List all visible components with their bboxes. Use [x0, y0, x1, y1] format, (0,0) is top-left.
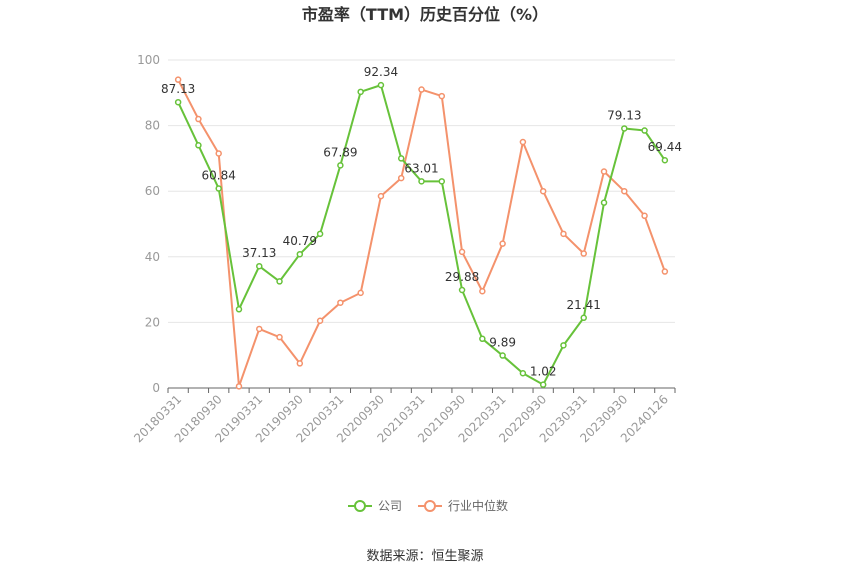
- data-point: [256, 262, 263, 270]
- data-point: [296, 360, 304, 367]
- data-point: [458, 248, 466, 256]
- data-point: [276, 278, 283, 285]
- data-point: [316, 317, 324, 325]
- data-label: 9.89: [489, 336, 516, 350]
- legend-label: 行业中位数: [448, 498, 508, 513]
- data-point: [316, 230, 324, 238]
- data-label: 60.84: [202, 168, 236, 182]
- data-point: [661, 156, 669, 164]
- legend-marker: [424, 500, 436, 512]
- legend: 公司 行业中位数: [348, 498, 508, 513]
- data-point: [174, 76, 182, 83]
- y-tick-label: 0: [152, 381, 160, 395]
- series-layer: [174, 76, 669, 390]
- data-point: [641, 127, 648, 134]
- data-point: [357, 88, 364, 96]
- data-point: [377, 192, 385, 200]
- y-tick-label: 80: [145, 119, 160, 133]
- data-point: [397, 155, 405, 162]
- y-axis: 0 20 40 60 80 100: [137, 53, 160, 395]
- data-label: 1.02: [530, 365, 557, 379]
- data-point: [235, 306, 243, 313]
- data-point: [580, 314, 587, 322]
- data-point: [377, 81, 385, 89]
- data-point: [397, 174, 405, 182]
- data-point: [418, 86, 425, 93]
- data-point: [235, 383, 243, 390]
- y-tick-label: 20: [145, 315, 160, 329]
- y-tick-label: 100: [137, 53, 160, 67]
- data-label: 69.44: [648, 140, 682, 154]
- data-point: [560, 342, 567, 349]
- data-label: 37.13: [242, 246, 276, 260]
- data-point: [539, 187, 547, 195]
- data-label: 87.13: [161, 82, 195, 96]
- data-point: [600, 168, 608, 175]
- data-point: [479, 287, 486, 295]
- data-point: [337, 162, 344, 169]
- data-label: 29.88: [445, 270, 479, 284]
- data-point: [438, 92, 446, 100]
- legend-label: 公司: [378, 499, 402, 513]
- data-label: 92.34: [364, 65, 398, 79]
- data-point: [580, 250, 587, 257]
- data-point: [641, 212, 648, 220]
- data-point: [458, 286, 466, 294]
- data-point: [621, 125, 628, 132]
- data-point: [519, 138, 527, 146]
- data-point: [661, 268, 669, 275]
- data-point: [296, 250, 304, 258]
- data-source: 数据来源：恒生聚源: [366, 549, 483, 564]
- data-point: [621, 187, 628, 195]
- series-line: [177, 84, 666, 386]
- data-label: 21.41: [567, 298, 601, 312]
- data-label: 40.79: [283, 234, 317, 248]
- data-labels: 87.13 60.84 37.13 40.79 67.89 92.34 63.01 29.88…: [161, 65, 682, 379]
- data-point: [418, 178, 425, 185]
- chart-title: 市盈率（TTM）历史百分位（%）: [302, 5, 548, 24]
- y-tick-label: 60: [145, 184, 160, 198]
- data-point: [174, 98, 182, 106]
- data-point: [357, 289, 364, 297]
- data-point: [539, 381, 547, 388]
- data-point: [276, 333, 283, 341]
- data-point: [195, 115, 202, 123]
- legend-marker: [354, 500, 366, 512]
- data-point: [195, 142, 202, 149]
- data-point: [600, 199, 608, 206]
- grid-lines: [168, 59, 675, 323]
- data-label: 67.89: [323, 145, 357, 159]
- data-point: [560, 230, 567, 238]
- x-axis: 2018033120180930201903312019093020200331…: [131, 387, 676, 445]
- data-point: [519, 369, 527, 377]
- data-point: [438, 178, 446, 185]
- data-point: [479, 335, 486, 343]
- data-point: [215, 185, 222, 192]
- data-label: 63.01: [404, 161, 438, 175]
- data-point: [337, 299, 344, 306]
- y-tick-label: 40: [145, 250, 160, 264]
- data-point: [256, 325, 263, 333]
- data-point: [215, 150, 222, 157]
- data-point: [499, 352, 506, 359]
- data-point: [499, 240, 506, 247]
- data-label: 79.13: [607, 108, 641, 122]
